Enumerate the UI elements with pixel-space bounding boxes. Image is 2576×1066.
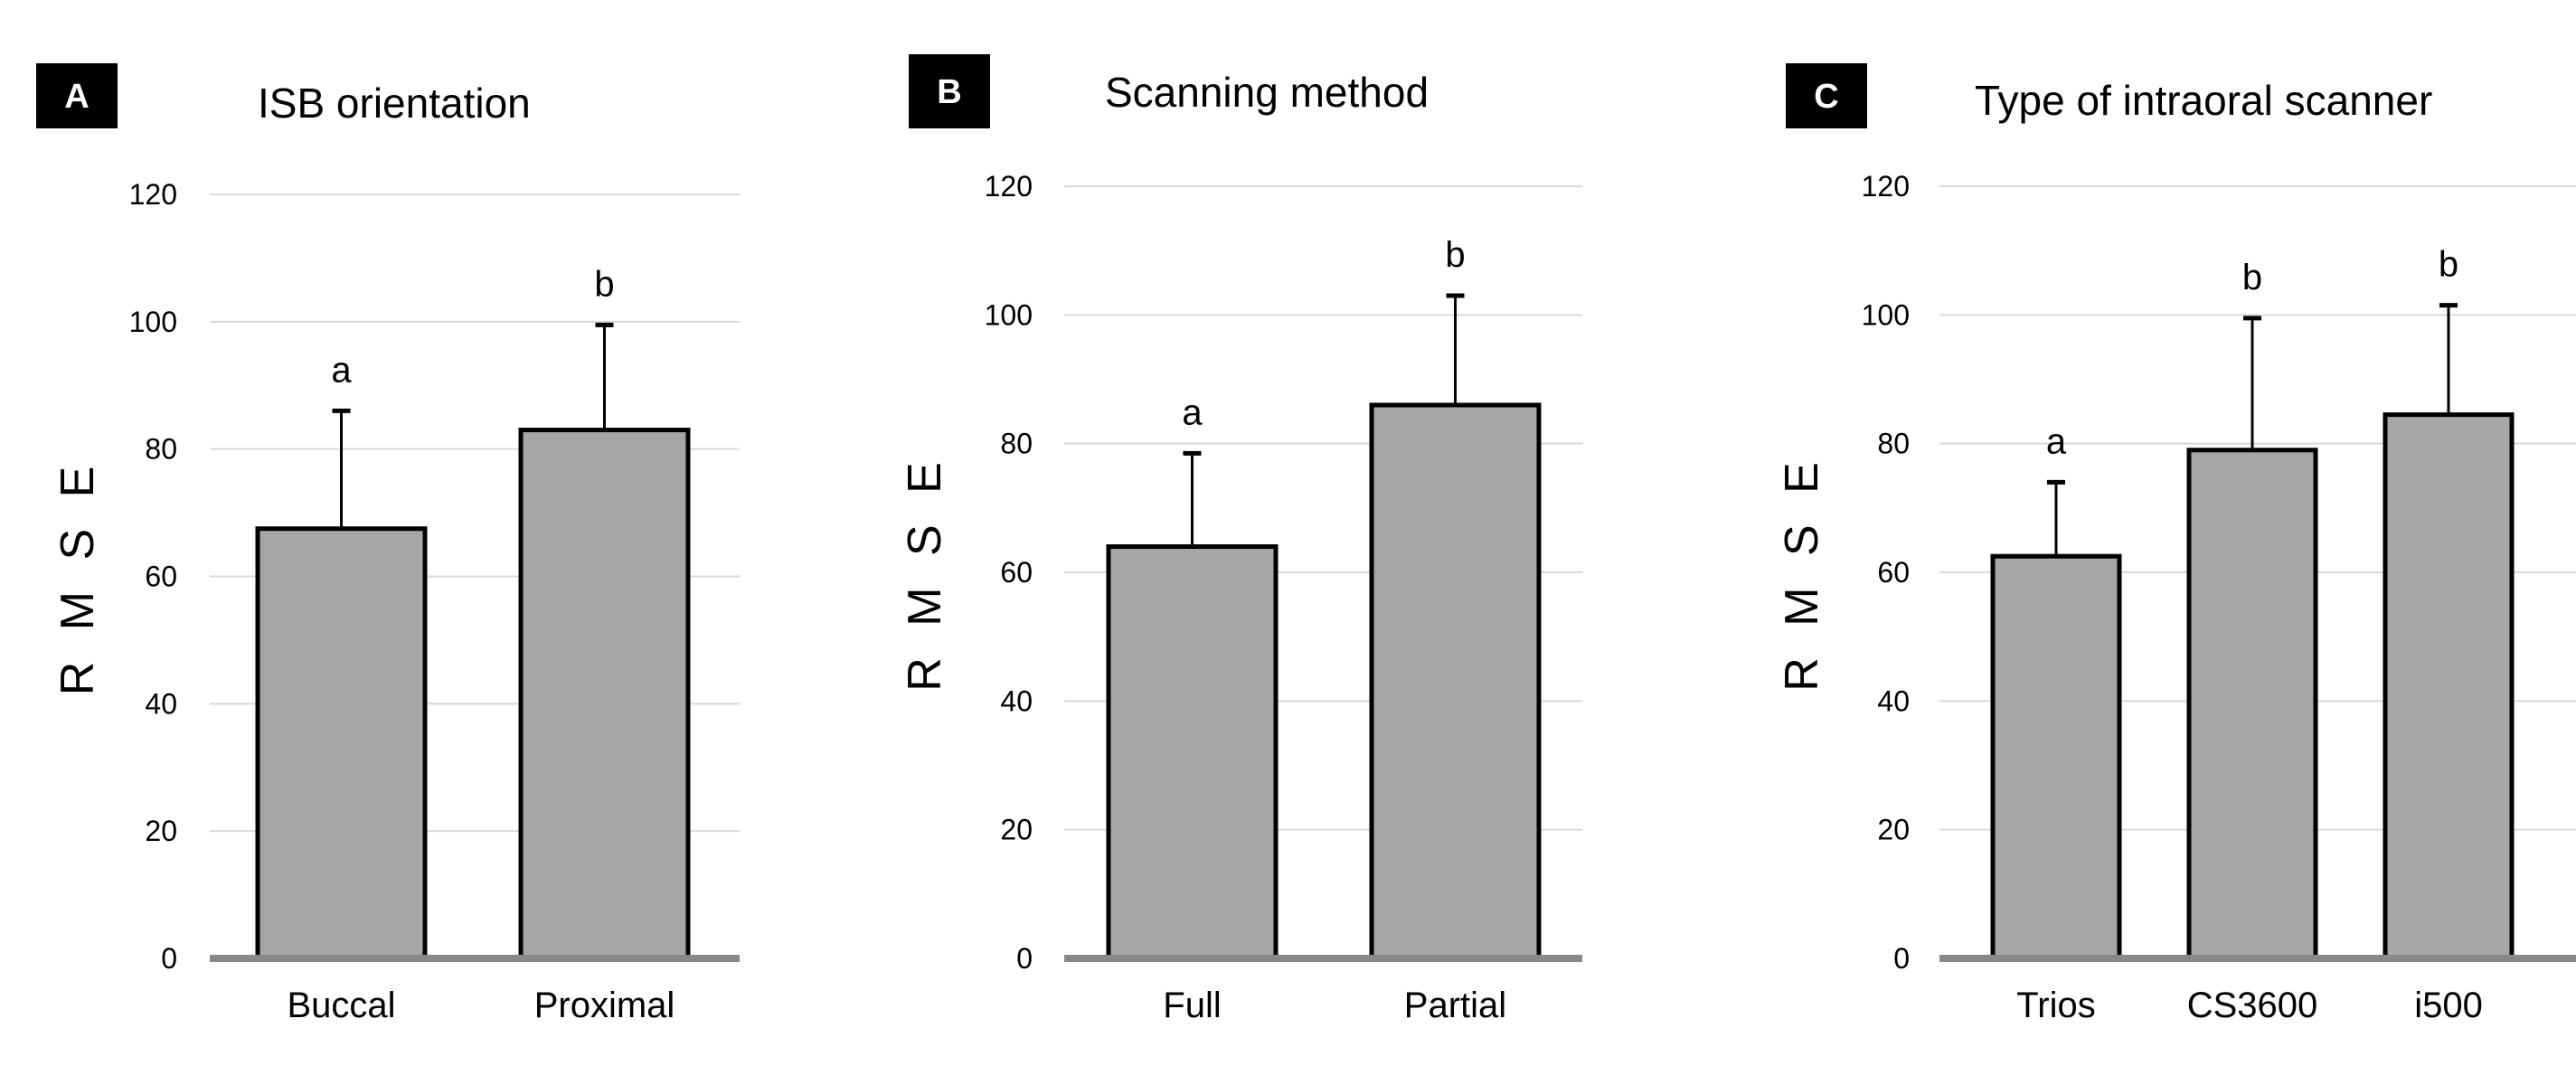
y-tick-label: 80 [145, 433, 177, 466]
panel-label: A [64, 78, 89, 116]
bar-buccal [255, 526, 428, 961]
bar-proximal [518, 428, 691, 961]
x-tick-label: Proximal [534, 986, 675, 1025]
y-tick-label: 60 [1000, 556, 1033, 589]
significance-letter: a [2046, 421, 2067, 461]
y-tick-label: 40 [145, 687, 177, 720]
panel-label-box [1786, 63, 1867, 128]
y-tick-label: 100 [129, 306, 177, 338]
significance-letter: a [331, 350, 352, 390]
panel-label: C [1814, 78, 1838, 116]
x-tick-label: Trios [2016, 986, 2095, 1025]
y-axis-label: R M S E [52, 458, 104, 696]
significance-letter: b [594, 264, 614, 304]
chart-title: Scanning method [1105, 69, 1429, 116]
y-tick-label: 40 [1000, 684, 1033, 717]
significance-letter: b [2439, 245, 2458, 285]
x-tick-label: Full [1163, 986, 1221, 1025]
significance-letter: a [1182, 392, 1203, 432]
panel-label: B [937, 73, 961, 111]
y-tick-label: 20 [1877, 814, 1910, 846]
y-tick-label: 120 [985, 170, 1033, 203]
chart-panel-a: A ISB orientation 0 20 40 60 80 100 120 R M S E a B… [36, 63, 740, 1025]
x-tick-label: CS3600 [2187, 986, 2318, 1025]
bar-partial [1369, 402, 1542, 961]
y-tick-label: 100 [1862, 298, 1910, 331]
y-tick-label: 120 [129, 178, 177, 211]
y-tick-label: 40 [1877, 684, 1910, 717]
chart-panel-b: B Scanning method 0 20 40 60 80 100 120 R M S E a F… [899, 54, 1582, 1025]
y-axis-label: R M S E [1776, 453, 1828, 692]
y-tick-label: 60 [1877, 556, 1910, 589]
bar-full [1106, 544, 1279, 961]
x-tick-label: Partial [1404, 986, 1506, 1025]
significance-letter: b [1445, 235, 1465, 275]
panel-label-box [909, 54, 990, 128]
y-tick-label: 0 [1016, 942, 1033, 975]
y-tick-label: 100 [985, 298, 1033, 331]
y-tick-label: 0 [1893, 942, 1910, 975]
chart-title: ISB orientation [258, 80, 531, 127]
significance-letter: b [2242, 258, 2262, 297]
x-tick-label: i500 [2414, 986, 2483, 1025]
bar-i500 [2383, 412, 2515, 961]
y-tick-label: 120 [1862, 170, 1910, 203]
y-tick-label: 60 [145, 561, 177, 593]
bar-cs3600 [2186, 448, 2318, 961]
chart-title: Type of intraoral scanner [1975, 77, 2432, 124]
y-axis-label: R M S E [899, 453, 951, 692]
panel-label-box [36, 63, 118, 128]
y-tick-label: 20 [145, 815, 177, 847]
y-tick-label: 0 [161, 942, 177, 975]
x-tick-label: Buccal [287, 986, 395, 1025]
bar-trios [1990, 553, 2122, 961]
chart-panel-c: C Type of intraoral scanner 0 20 40 60 80 100 12… [1776, 63, 2576, 1025]
y-tick-label: 80 [1877, 428, 1910, 460]
y-tick-label: 80 [1000, 428, 1033, 460]
y-tick-label: 20 [1000, 814, 1033, 846]
